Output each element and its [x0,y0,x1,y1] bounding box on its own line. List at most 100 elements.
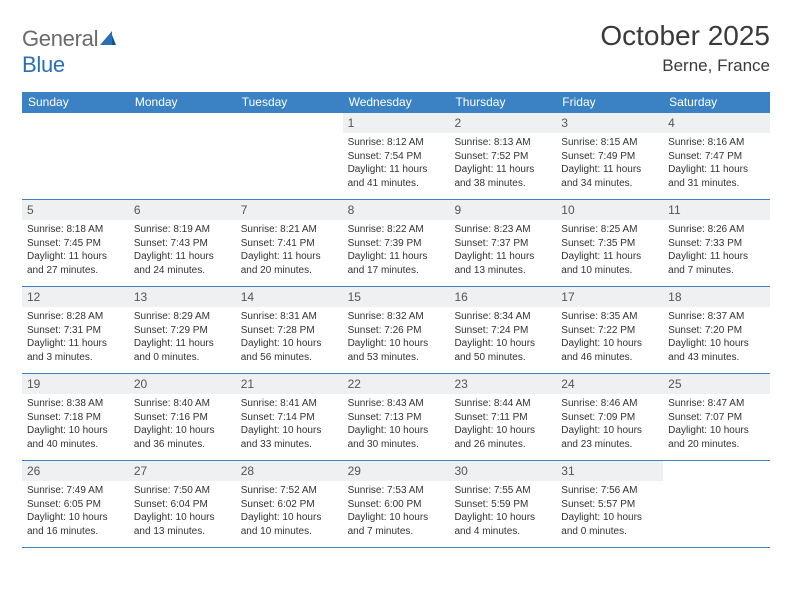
day-info-line: and 20 minutes. [241,264,338,278]
day-info-line: Sunset: 7:43 PM [134,237,231,251]
day-info-line: Daylight: 10 hours [561,337,658,351]
day-header-cell: Monday [129,92,236,113]
month-title: October 2025 [600,20,770,52]
day-number: 21 [236,374,343,394]
day-info-line: Sunset: 7:22 PM [561,324,658,338]
day-number: 6 [129,200,236,220]
day-cell: 24Sunrise: 8:46 AMSunset: 7:09 PMDayligh… [556,374,663,460]
day-info-line: and 43 minutes. [668,351,765,365]
day-info-line: Sunset: 7:52 PM [454,150,551,164]
day-cell: 17Sunrise: 8:35 AMSunset: 7:22 PMDayligh… [556,287,663,373]
day-info-line: Sunrise: 8:15 AM [561,136,658,150]
brand-text: GeneralBlue [22,26,118,78]
day-number: 4 [663,113,770,133]
day-info-line: Sunrise: 8:18 AM [27,223,124,237]
day-header-cell: Sunday [22,92,129,113]
day-cell: 26Sunrise: 7:49 AMSunset: 6:05 PMDayligh… [22,461,129,547]
day-info-line: Sunrise: 8:34 AM [454,310,551,324]
day-number: 15 [343,287,450,307]
day-cell: 31Sunrise: 7:56 AMSunset: 5:57 PMDayligh… [556,461,663,547]
day-info-line: Sunrise: 7:53 AM [348,484,445,498]
header: GeneralBlue October 2025 Berne, France [22,20,770,78]
day-info-line: Daylight: 10 hours [454,511,551,525]
day-info-line: Sunset: 7:45 PM [27,237,124,251]
calendar: SundayMondayTuesdayWednesdayThursdayFrid… [22,92,770,548]
day-cell: 4Sunrise: 8:16 AMSunset: 7:47 PMDaylight… [663,113,770,199]
day-cell: 30Sunrise: 7:55 AMSunset: 5:59 PMDayligh… [449,461,556,547]
day-info-line: Daylight: 10 hours [27,424,124,438]
day-info-line: Sunset: 5:57 PM [561,498,658,512]
day-info-line: Sunset: 7:07 PM [668,411,765,425]
title-block: October 2025 Berne, France [600,20,770,76]
day-info-line: Sunrise: 8:13 AM [454,136,551,150]
day-info-line: and 38 minutes. [454,177,551,191]
day-info-line: and 50 minutes. [454,351,551,365]
day-info-line: Sunrise: 8:23 AM [454,223,551,237]
day-number: 24 [556,374,663,394]
day-number: 14 [236,287,343,307]
day-info-line: Sunset: 5:59 PM [454,498,551,512]
day-info-line: Sunrise: 8:26 AM [668,223,765,237]
day-number: 12 [22,287,129,307]
day-cell: 15Sunrise: 8:32 AMSunset: 7:26 PMDayligh… [343,287,450,373]
day-header-cell: Thursday [449,92,556,113]
day-info-line: Daylight: 10 hours [561,511,658,525]
day-number: 5 [22,200,129,220]
day-number: 16 [449,287,556,307]
day-number: 20 [129,374,236,394]
week-row: 12Sunrise: 8:28 AMSunset: 7:31 PMDayligh… [22,287,770,374]
day-info-line: Sunset: 7:20 PM [668,324,765,338]
day-info-line: Sunset: 7:29 PM [134,324,231,338]
day-info-line: Daylight: 10 hours [241,337,338,351]
day-number: 26 [22,461,129,481]
day-header-cell: Wednesday [343,92,450,113]
day-info-line: and 20 minutes. [668,438,765,452]
day-cell: 14Sunrise: 8:31 AMSunset: 7:28 PMDayligh… [236,287,343,373]
day-info-line: Daylight: 10 hours [348,337,445,351]
day-info-line: and 24 minutes. [134,264,231,278]
day-info-line: Daylight: 11 hours [27,337,124,351]
day-info-line: Sunrise: 8:22 AM [348,223,445,237]
day-info-line: and 7 minutes. [668,264,765,278]
day-cell: 3Sunrise: 8:15 AMSunset: 7:49 PMDaylight… [556,113,663,199]
day-cell: 10Sunrise: 8:25 AMSunset: 7:35 PMDayligh… [556,200,663,286]
day-info-line: and 41 minutes. [348,177,445,191]
day-info-line: and 0 minutes. [561,525,658,539]
day-number: 17 [556,287,663,307]
day-cell: 20Sunrise: 8:40 AMSunset: 7:16 PMDayligh… [129,374,236,460]
day-info-line: and 0 minutes. [134,351,231,365]
day-cell: 28Sunrise: 7:52 AMSunset: 6:02 PMDayligh… [236,461,343,547]
day-info-line: Sunset: 7:31 PM [27,324,124,338]
day-number: 8 [343,200,450,220]
day-info-line: and 53 minutes. [348,351,445,365]
day-info-line: Daylight: 11 hours [348,250,445,264]
day-info-line: Sunrise: 8:47 AM [668,397,765,411]
day-info-line: and 46 minutes. [561,351,658,365]
day-number: 22 [343,374,450,394]
day-info-line: and 17 minutes. [348,264,445,278]
day-info-line: Daylight: 11 hours [134,337,231,351]
day-cell: 29Sunrise: 7:53 AMSunset: 6:00 PMDayligh… [343,461,450,547]
day-info-line: Daylight: 11 hours [454,163,551,177]
day-info-line: Sunset: 7:16 PM [134,411,231,425]
day-info-line: Sunset: 7:33 PM [668,237,765,251]
day-info-line: Sunrise: 7:52 AM [241,484,338,498]
day-info-line: Daylight: 10 hours [454,337,551,351]
weeks-container: 1Sunrise: 8:12 AMSunset: 7:54 PMDaylight… [22,113,770,548]
day-info-line: and 16 minutes. [27,525,124,539]
day-info-line: Sunset: 7:39 PM [348,237,445,251]
day-number: 2 [449,113,556,133]
day-cell: 6Sunrise: 8:19 AMSunset: 7:43 PMDaylight… [129,200,236,286]
day-info-line: Sunrise: 8:19 AM [134,223,231,237]
day-number: 11 [663,200,770,220]
day-info-line: and 4 minutes. [454,525,551,539]
day-info-line: Daylight: 10 hours [241,511,338,525]
day-info-line: Sunset: 7:41 PM [241,237,338,251]
day-info-line: Sunset: 6:00 PM [348,498,445,512]
day-cell: 23Sunrise: 8:44 AMSunset: 7:11 PMDayligh… [449,374,556,460]
day-number: 13 [129,287,236,307]
day-info-line: Sunset: 7:24 PM [454,324,551,338]
day-info-line: Daylight: 10 hours [134,511,231,525]
day-number: 19 [22,374,129,394]
day-info-line: Sunrise: 8:21 AM [241,223,338,237]
